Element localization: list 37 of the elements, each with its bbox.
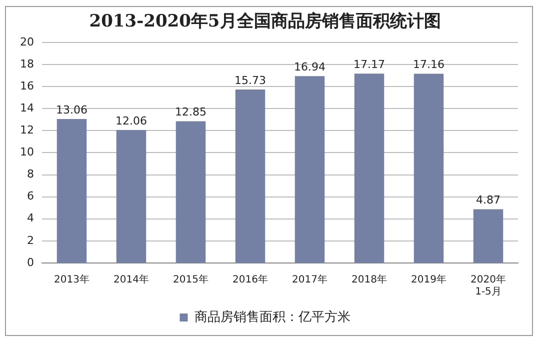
y-tick-label: 0	[26, 256, 34, 269]
x-tick-label: 2013年	[54, 274, 90, 286]
bar	[235, 90, 266, 262]
x-tick-label: 2019年	[411, 274, 446, 286]
x-tick-label: 2020年 1-5月	[470, 274, 506, 298]
x-tick-label: 2018年	[352, 274, 387, 286]
bar	[56, 118, 87, 262]
y-tick-label: 6	[26, 190, 34, 203]
data-label: 17.17	[354, 58, 385, 71]
bar	[473, 209, 504, 262]
y-tick-label: 20	[20, 35, 34, 48]
bar	[116, 130, 146, 262]
x-tick-label: 2017年	[292, 274, 328, 286]
y-tick-label: 2	[26, 234, 34, 247]
legend-label: 商品房销售面积：亿平方米	[194, 308, 350, 325]
y-tick-label: 18	[20, 57, 34, 70]
chart-title: 2013-2020年5月全国商品房销售面积统计图	[89, 12, 441, 32]
data-label: 12.85	[175, 106, 206, 119]
x-tick-label: 2015年	[173, 274, 208, 286]
y-tick-label: 8	[26, 168, 34, 181]
x-tick-label: 2016年	[232, 274, 268, 286]
y-tick-label: 12	[20, 124, 34, 136]
y-tick-label: 4	[26, 212, 34, 225]
data-label: 15.73	[234, 74, 266, 87]
x-tick-label: 2014年	[114, 274, 149, 286]
data-label: 16.94	[294, 60, 326, 74]
y-tick-label: 14	[20, 101, 34, 114]
bar	[294, 76, 325, 262]
bar	[176, 121, 206, 262]
bar	[354, 74, 384, 262]
data-label: 17.16	[413, 58, 444, 72]
bar	[414, 74, 444, 262]
data-label: 13.06	[56, 103, 88, 116]
data-label: 4.87	[476, 194, 500, 207]
y-tick-label: 16	[20, 79, 34, 92]
data-label: 12.06	[116, 114, 147, 128]
y-tick-label: 10	[20, 146, 34, 159]
